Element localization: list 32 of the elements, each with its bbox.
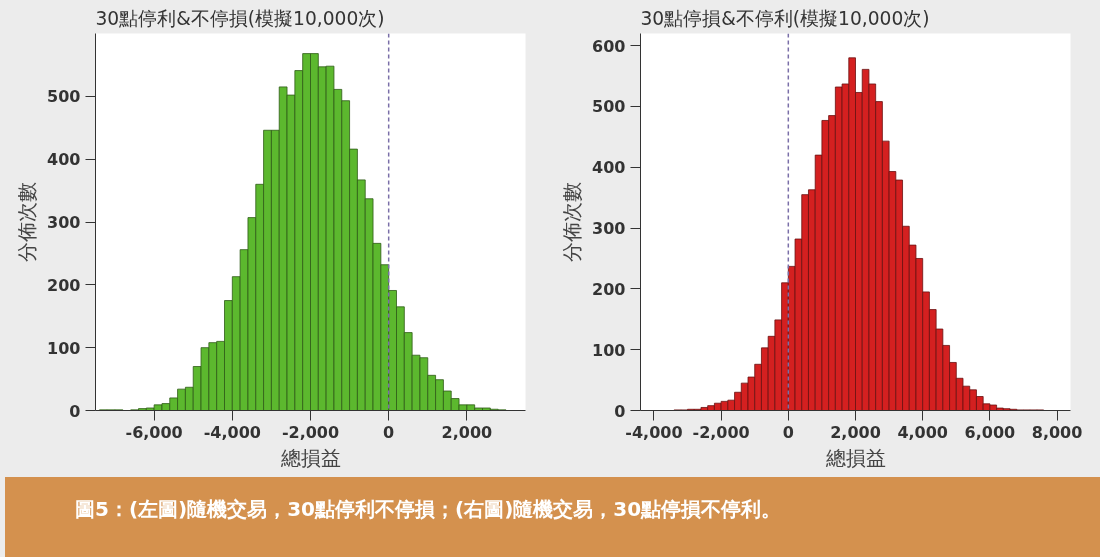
caption: 圖5：(左圖)隨機交易，30點停利不停損；(右圖)隨機交易，30點停損不停利。 [74, 496, 782, 523]
chart-title: 30點停利&不停損(模擬10,000次) [95, 7, 385, 29]
x-tick-label: -6,000 [125, 422, 183, 442]
y-tick-label: 300 [592, 219, 626, 239]
x-axis-title: 總損益 [824, 445, 886, 470]
y-axis-title: 分佈次數 [560, 182, 585, 262]
x-tick-label: 0 [782, 422, 794, 442]
x-tick-label: 2,000 [441, 422, 493, 442]
chart-title: 30點停損&不停利(模擬10,000次) [640, 7, 930, 29]
x-axis-title: 總損益 [279, 445, 341, 470]
y-axis-title: 分佈次數 [15, 182, 40, 262]
x-tick-label: 4,000 [897, 422, 948, 442]
y-tick-label: 300 [47, 213, 81, 232]
x-tick-label: 6,000 [964, 422, 1016, 442]
y-tick-label: 600 [592, 36, 626, 56]
y-tick-label: 400 [592, 158, 626, 178]
x-tick-label: 8,000 [1031, 422, 1083, 442]
y-tick-label: 0 [69, 401, 81, 421]
y-tick-label: 400 [47, 150, 81, 170]
y-tick-label: 200 [47, 275, 81, 295]
x-tick-label: -2,000 [692, 422, 750, 442]
x-tick-label: 0 [383, 422, 395, 442]
x-tick-label: -4,000 [203, 422, 261, 442]
y-tick-label: 200 [592, 279, 626, 299]
y-tick-label: 100 [592, 340, 626, 360]
y-tick-label: 0 [614, 401, 626, 421]
y-tick-label: 100 [47, 338, 81, 358]
y-tick-label: 500 [592, 97, 626, 117]
y-tick-label: 500 [47, 87, 81, 107]
x-tick-label: -4,000 [625, 422, 683, 442]
x-tick-label: 2,000 [830, 422, 881, 442]
x-tick-label: -2,000 [281, 422, 340, 442]
